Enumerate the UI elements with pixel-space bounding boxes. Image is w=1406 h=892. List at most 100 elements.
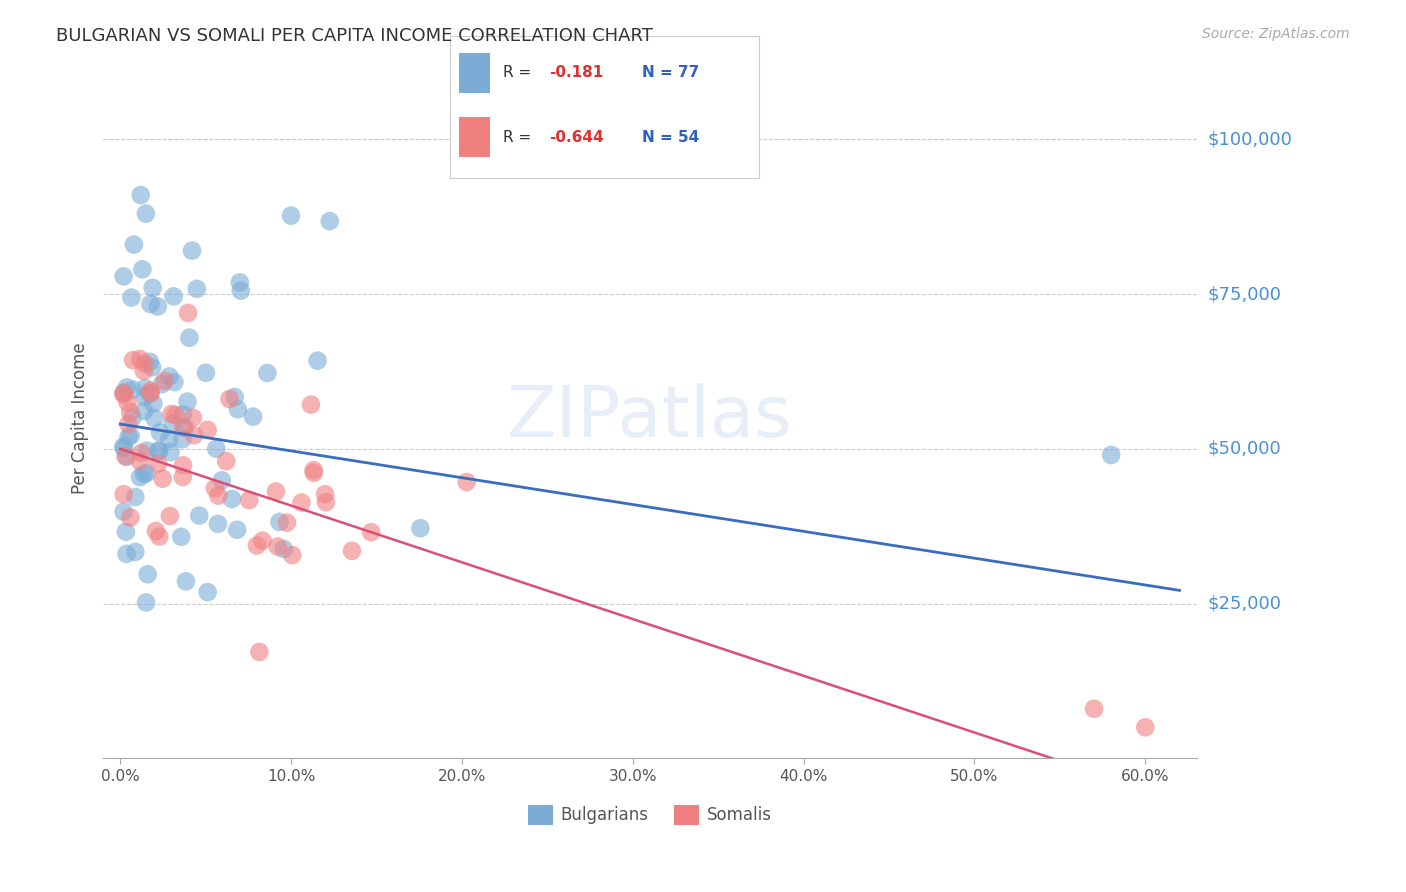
Point <box>112 487 135 501</box>
Point <box>280 209 302 223</box>
Point <box>218 392 240 406</box>
Text: $100,000: $100,000 <box>1208 130 1292 148</box>
Text: $75,000: $75,000 <box>1208 285 1282 303</box>
Point <box>252 533 274 548</box>
Point <box>112 269 135 284</box>
Point <box>157 432 180 446</box>
Point <box>302 466 325 480</box>
Point <box>117 417 139 432</box>
Point <box>360 525 382 540</box>
Point <box>141 360 163 375</box>
Point <box>117 430 139 444</box>
Point <box>112 505 135 519</box>
Point <box>136 567 159 582</box>
Text: N = 77: N = 77 <box>641 65 699 80</box>
Point <box>172 470 194 484</box>
Point <box>197 423 219 437</box>
Point <box>142 281 165 295</box>
Point <box>238 493 260 508</box>
Point <box>273 541 295 556</box>
Point <box>145 524 167 538</box>
Point <box>112 385 135 400</box>
Text: ZIPatlas: ZIPatlas <box>508 384 793 452</box>
Point <box>114 450 136 464</box>
Point <box>224 390 246 404</box>
Point <box>153 374 176 388</box>
Point <box>186 282 208 296</box>
Point <box>172 420 194 434</box>
Point <box>129 446 152 460</box>
Point <box>315 495 337 509</box>
Text: Source: ZipAtlas.com: Source: ZipAtlas.com <box>1202 27 1350 41</box>
Point <box>136 443 159 458</box>
Point <box>122 237 145 252</box>
Text: $25,000: $25,000 <box>1208 595 1282 613</box>
Point <box>264 484 287 499</box>
Point <box>148 443 170 458</box>
Point <box>152 472 174 486</box>
Point <box>1099 448 1122 462</box>
Point <box>160 407 183 421</box>
Text: $50,000: $50,000 <box>1208 440 1281 458</box>
Point <box>115 450 138 464</box>
FancyBboxPatch shape <box>460 117 491 157</box>
Point <box>1083 702 1105 716</box>
Point <box>132 467 155 481</box>
Point <box>229 284 252 298</box>
Point <box>299 398 322 412</box>
Point <box>148 529 170 543</box>
Point <box>139 386 162 401</box>
Point <box>124 545 146 559</box>
Point <box>204 481 226 495</box>
Point <box>115 380 138 394</box>
Point <box>112 386 135 401</box>
Point <box>159 445 181 459</box>
Point <box>150 377 173 392</box>
Text: N = 54: N = 54 <box>641 129 699 145</box>
Point <box>242 409 264 424</box>
Point <box>181 244 204 258</box>
Point <box>139 297 162 311</box>
Point <box>205 442 228 456</box>
Point <box>148 443 170 458</box>
Point <box>226 523 249 537</box>
Point <box>112 387 135 401</box>
Point <box>120 405 142 419</box>
Text: BULGARIAN VS SOMALI PER CAPITA INCOME CORRELATION CHART: BULGARIAN VS SOMALI PER CAPITA INCOME CO… <box>56 27 654 45</box>
Point <box>139 355 162 369</box>
Point <box>211 473 233 487</box>
Point <box>340 544 363 558</box>
Point <box>246 539 269 553</box>
Point <box>183 428 205 442</box>
Text: R =: R = <box>502 129 530 145</box>
Point <box>159 509 181 524</box>
Point <box>163 289 186 303</box>
Point <box>174 574 197 589</box>
Point <box>142 396 165 410</box>
Point <box>179 331 201 345</box>
Point <box>165 408 187 422</box>
Point <box>134 381 156 395</box>
Point <box>197 585 219 599</box>
Point <box>215 454 238 468</box>
Point <box>135 206 157 220</box>
Point <box>122 383 145 397</box>
Point <box>129 188 152 202</box>
Point <box>157 369 180 384</box>
Point <box>120 428 142 442</box>
Point <box>174 420 197 434</box>
Point <box>143 411 166 425</box>
Point <box>162 416 184 430</box>
Point <box>194 366 217 380</box>
Point <box>129 454 152 468</box>
FancyBboxPatch shape <box>460 53 491 93</box>
Point <box>456 475 478 489</box>
Point <box>120 291 142 305</box>
Point <box>172 432 194 446</box>
Point <box>134 357 156 371</box>
Point <box>146 300 169 314</box>
Point <box>112 440 135 454</box>
Point <box>302 463 325 477</box>
Point <box>135 595 157 609</box>
Point <box>1135 720 1157 734</box>
